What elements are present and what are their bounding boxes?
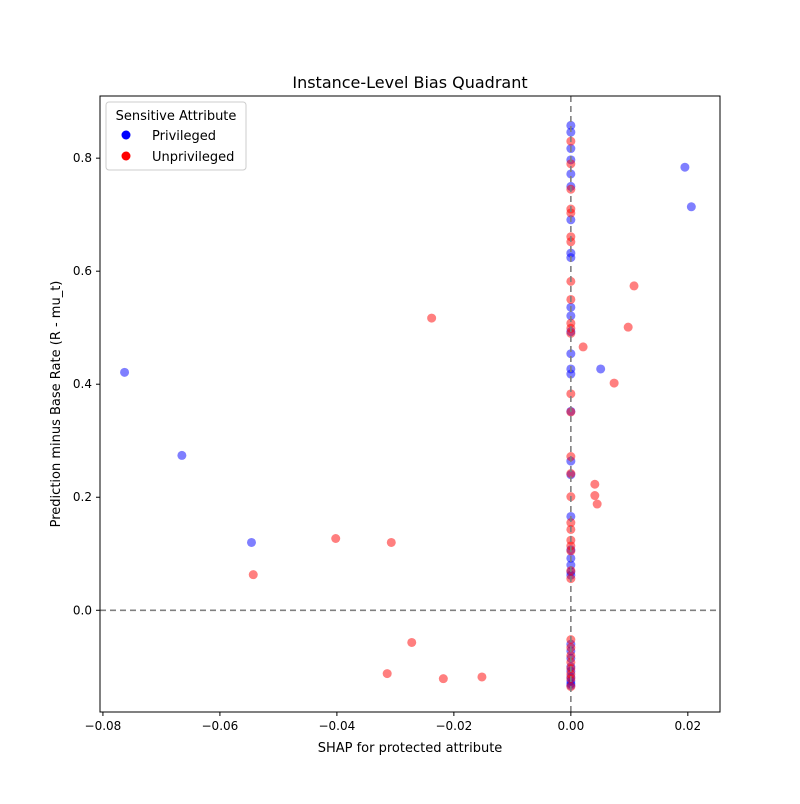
point-unprivileged-10 (590, 491, 600, 501)
point-privileged-10 (566, 169, 576, 179)
point-unprivileged-42 (566, 657, 576, 667)
point-unprivileged-41 (566, 650, 576, 660)
point-unprivileged-14 (629, 281, 639, 291)
point-unprivileged-3 (427, 313, 437, 323)
legend-title: Sensitive Attribute (116, 109, 237, 124)
legend: Sensitive Attribute Privileged Unprivile… (105, 101, 247, 171)
point-unprivileged-19 (566, 208, 576, 218)
point-unprivileged-6 (438, 674, 448, 684)
legend-label-unprivileged: Unprivileged (152, 150, 234, 165)
point-unprivileged-26 (566, 328, 576, 338)
y-tick-label-1: 0.2 (73, 490, 92, 504)
point-unprivileged-5 (382, 669, 392, 679)
x-tick-label-1: −0.06 (202, 719, 239, 733)
point-unprivileged-16 (566, 159, 576, 169)
chart-title: Instance-Level Bias Quadrant (292, 73, 527, 92)
x-tick-label-4: 0.00 (557, 719, 584, 733)
reference-lines (100, 96, 720, 712)
y-axis-label: Prediction minus Base Rate (R - mu_t) (49, 281, 64, 528)
y-axis: 0.0 0.2 0.4 0.6 0.8 (73, 151, 100, 617)
y-tick-label-2: 0.4 (73, 377, 92, 391)
point-unprivileged-1 (331, 534, 341, 543)
point-privileged-20 (566, 369, 576, 379)
x-tick-label-2: −0.04 (318, 719, 355, 733)
point-privileged-2 (246, 537, 256, 547)
point-privileged-3 (680, 162, 690, 172)
point-privileged-5 (596, 364, 606, 374)
point-unprivileged-4 (407, 637, 417, 647)
y-tick-label-4: 0.8 (73, 151, 92, 165)
point-privileged-16 (566, 311, 576, 321)
point-privileged-18 (566, 349, 576, 359)
point-unprivileged-32 (566, 518, 576, 528)
point-unprivileged-11 (592, 499, 602, 509)
point-privileged-7 (566, 127, 576, 137)
plot-frame (99, 95, 721, 713)
point-unprivileged-8 (578, 342, 588, 352)
x-axis-label: SHAP for protected attribute (318, 741, 503, 756)
x-tick-label-5: 0.02 (674, 719, 701, 733)
point-unprivileged-30 (566, 469, 576, 479)
point-unprivileged-9 (590, 479, 600, 489)
point-unprivileged-12 (609, 378, 619, 388)
point-privileged-4 (686, 202, 696, 212)
point-unprivileged-27 (566, 389, 576, 399)
legend-label-privileged: Privileged (152, 129, 216, 144)
y-tick-label-0: 0.0 (73, 603, 92, 617)
legend-marker-unprivileged (121, 151, 131, 161)
point-unprivileged-7 (477, 672, 487, 682)
point-unprivileged-0 (248, 570, 258, 580)
point-unprivileged-13 (623, 322, 633, 332)
point-privileged-0 (120, 367, 130, 377)
y-tick-label-3: 0.6 (73, 264, 92, 278)
x-axis: −0.08 −0.06 −0.04 −0.02 0.00 0.02 (85, 712, 701, 733)
legend-marker-privileged (121, 130, 131, 140)
x-tick-label-3: −0.02 (435, 719, 472, 733)
x-tick-label-0: −0.08 (85, 719, 122, 733)
legend-box (105, 101, 247, 171)
point-privileged-1 (177, 450, 187, 460)
point-unprivileged-2 (386, 537, 396, 547)
point-privileged-6 (566, 120, 576, 130)
